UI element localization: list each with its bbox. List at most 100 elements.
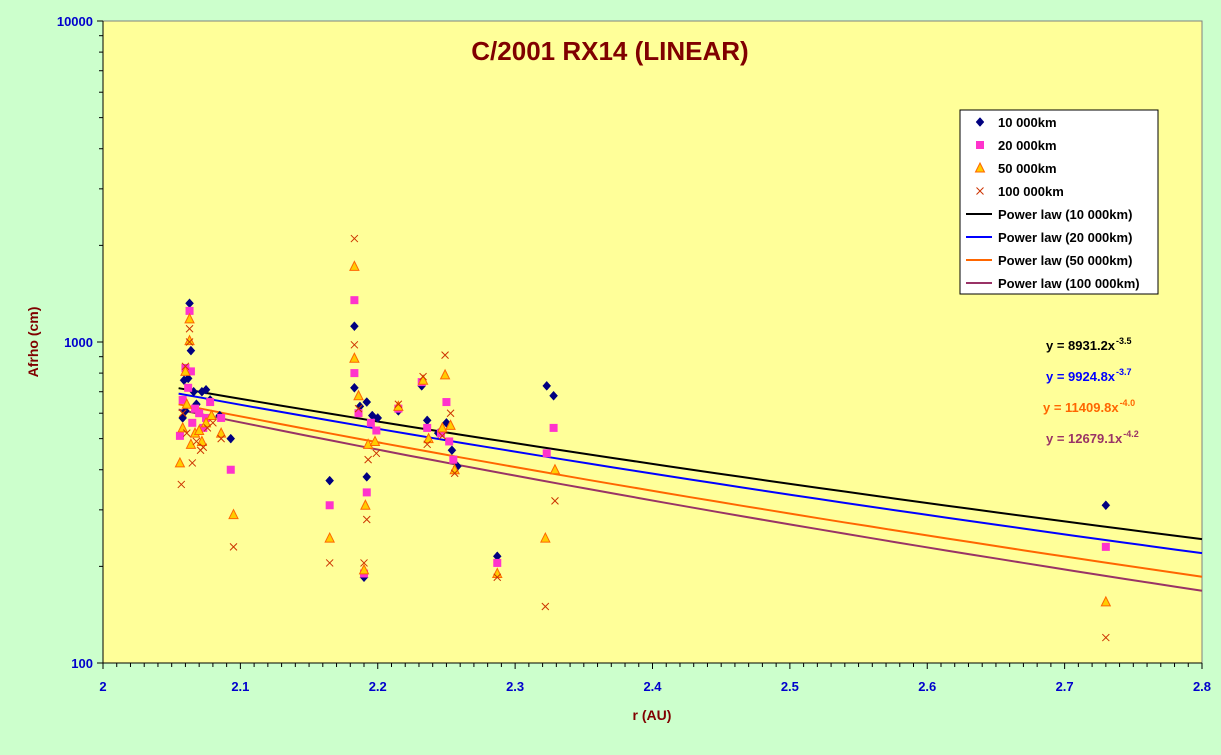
chart-title: C/2001 RX14 (LINEAR) [471, 36, 748, 66]
legend-label: Power law (10 000km) [998, 207, 1132, 222]
trendlines [178, 387, 1203, 592]
data-point [449, 455, 458, 464]
data-point [549, 390, 558, 401]
data-point [423, 423, 432, 432]
data-point [188, 459, 197, 467]
data-point [177, 421, 188, 433]
data-point [178, 409, 187, 418]
data-point [350, 321, 359, 332]
legend-label: 100 000km [998, 184, 1064, 199]
x-tick-label: 2.5 [781, 679, 799, 694]
data-point [372, 449, 381, 458]
data-point [976, 187, 984, 195]
fit-equations: y = 8931.2x -3.5 y = 9924.8x -3.7 y = 11409.… [1043, 336, 1139, 446]
data-point [182, 429, 191, 438]
data-point [437, 421, 448, 433]
data-point [201, 384, 211, 395]
fit-equation-exponent: -3.5 [1116, 336, 1132, 346]
data-point [493, 558, 502, 567]
data-point [185, 306, 194, 315]
data-point [445, 437, 454, 446]
fit-equation-exponent: -3.7 [1116, 367, 1132, 377]
data-point [177, 480, 186, 489]
data-point [551, 496, 559, 505]
data-point [419, 372, 427, 381]
data-point [181, 362, 190, 371]
data-point [350, 369, 359, 378]
data-point [350, 296, 359, 305]
data-point [178, 395, 187, 404]
legend-label: Power law (20 000km) [998, 230, 1132, 245]
legend-label: Power law (100 000km) [998, 276, 1140, 291]
data-point [1101, 633, 1110, 642]
data-point [1101, 542, 1110, 551]
x-tick-label: 2 [99, 679, 106, 694]
data-point [364, 455, 372, 464]
data-point [325, 559, 334, 567]
data-point [181, 398, 193, 409]
fit-equation: y = 8931.2x [1046, 338, 1116, 353]
legend-label: 50 000km [998, 161, 1057, 176]
data-point [417, 374, 429, 385]
data-point [366, 418, 375, 427]
data-point [349, 352, 360, 363]
data-point [542, 380, 552, 391]
data-point [360, 499, 371, 510]
data-point [184, 383, 193, 392]
axes: 2 2.1 2.2 2.3 2.4 2.5 2.6 2.7 2.8 100 1000 10000 [57, 14, 1211, 694]
data-point [373, 413, 383, 423]
fit-equation-exponent: -4.0 [1120, 398, 1136, 408]
data-point [541, 602, 550, 611]
data-point [215, 427, 227, 438]
fit-equation: y = 12679.1x [1046, 431, 1123, 446]
data-point [493, 573, 502, 582]
data-point [193, 424, 205, 436]
data-point [1101, 500, 1111, 511]
data-point [188, 418, 197, 427]
data-point [446, 409, 455, 418]
data-point [394, 400, 403, 409]
fit-equation: y = 9924.8x [1046, 369, 1116, 384]
data-point [362, 488, 371, 497]
data-point [183, 373, 193, 384]
trendline [178, 392, 1203, 555]
data-point [325, 501, 334, 510]
data-point [372, 426, 381, 435]
data-point [353, 389, 364, 401]
data-point [209, 418, 217, 427]
data-point [362, 397, 372, 407]
data-point [191, 404, 200, 413]
data-point [350, 340, 359, 349]
data-point [226, 465, 235, 474]
y-tick-label: 1000 [64, 335, 93, 350]
data-point [549, 423, 558, 432]
data-point [358, 563, 370, 575]
data-point [186, 367, 195, 376]
data-point [975, 117, 985, 127]
x-tick-label: 2.3 [506, 679, 524, 694]
data-point [447, 445, 457, 456]
data-point [199, 423, 208, 432]
legend-label: 20 000km [998, 138, 1057, 153]
data-point [362, 472, 372, 482]
data-point [974, 161, 986, 173]
fit-equation: y = 11409.8x [1043, 400, 1119, 415]
data-point [360, 559, 368, 567]
data-point [350, 234, 359, 243]
data-point [369, 435, 381, 446]
x-tick-label: 2.7 [1056, 679, 1074, 694]
data-point [229, 543, 238, 551]
data-point [349, 260, 360, 271]
legend-label: Power law (50 000km) [998, 253, 1132, 268]
x-tick-label: 2.2 [369, 679, 387, 694]
data-point [228, 508, 239, 520]
y-tick-label: 10000 [57, 14, 93, 29]
data-point [195, 409, 204, 418]
data-point [354, 409, 363, 418]
data-point [199, 443, 208, 452]
data-point [423, 440, 432, 449]
y-tick-label: 100 [71, 656, 93, 671]
x-tick-label: 2.4 [643, 679, 662, 694]
